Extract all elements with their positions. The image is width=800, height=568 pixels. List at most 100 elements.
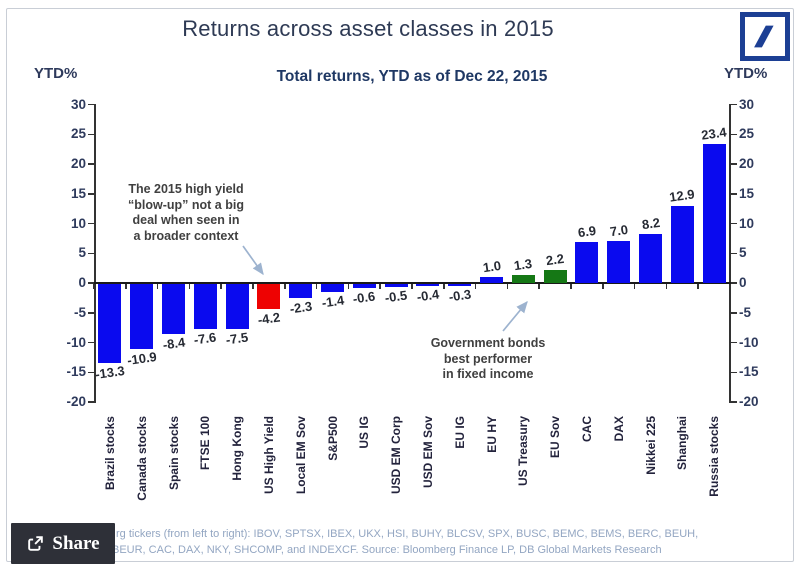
bar-s-p500 <box>321 284 344 293</box>
y-tick-label-right: -20 <box>739 394 759 409</box>
category-label-ftse-100: FTSE 100 <box>198 416 213 471</box>
bar-brazil-stocks <box>98 284 122 364</box>
x-axis-tick <box>443 284 445 289</box>
x-axis-tick <box>570 284 572 289</box>
y-tick-left <box>88 341 94 344</box>
x-axis-tick <box>633 284 636 289</box>
x-axis-tick <box>411 284 413 289</box>
x-axis-tick <box>474 284 477 289</box>
y-tick-label-left: 30 <box>70 96 86 112</box>
bar-spain-stocks <box>162 284 185 334</box>
x-axis-tick <box>220 284 222 289</box>
x-axis-tick <box>379 284 381 289</box>
chart-subtitle: Total returns, YTD as of Dec 22, 2015 <box>276 68 548 85</box>
footer-line-2: BEUR, CAC, DAX, NKY, SHCOMP, and INDEXCF… <box>112 544 662 556</box>
y-tick-left <box>88 401 94 403</box>
x-axis-tick <box>156 284 159 289</box>
y-tick-right <box>731 222 737 225</box>
y-tick-label-left: 20 <box>70 156 86 171</box>
bar-local-em-sov <box>289 284 313 298</box>
y-tick-label-left: -10 <box>66 334 86 350</box>
bar-russia-stocks <box>702 143 726 283</box>
annotation-govt-bonds: Government bonds best performer in fixed… <box>430 336 546 381</box>
y-tick-label-right: 10 <box>739 215 755 231</box>
y-tick-label-right: 15 <box>739 185 755 201</box>
category-label-hong-kong: Hong Kong <box>230 416 245 481</box>
bar-eu-ig <box>448 284 472 286</box>
y-tick-label-left: 0 <box>78 275 86 290</box>
category-label-usd-em-sov: USD EM Sov <box>420 416 435 489</box>
y-tick-left <box>88 282 94 284</box>
category-label-dax: DAX <box>611 416 626 442</box>
bar-canada-stocks <box>130 284 154 349</box>
y-tick-label-right: -10 <box>739 334 759 350</box>
y-tick-left <box>88 103 94 106</box>
x-axis-tick <box>347 284 350 289</box>
y-tick-right <box>731 401 737 403</box>
x-axis-tick <box>188 284 191 289</box>
y-tick-right <box>731 341 737 344</box>
bar-dax <box>607 241 631 283</box>
category-label-shanghai: Shanghai <box>675 416 690 471</box>
bar-cac <box>575 241 599 283</box>
y-tick-label-left: -15 <box>66 364 86 380</box>
y-tick-right <box>731 133 737 135</box>
category-label-usd-em-corp: USD EM Corp <box>389 416 404 494</box>
y-tick-right <box>731 163 737 165</box>
y-tick-left <box>88 312 94 314</box>
y-tick-label-right: 0 <box>739 275 747 290</box>
bar-usd-em-corp <box>384 284 408 287</box>
x-axis-tick <box>602 284 604 289</box>
y-tick-label-left: -5 <box>73 304 86 320</box>
category-label-eu-ig: EU IG <box>452 416 467 449</box>
category-label-us-ig: US IG <box>357 416 372 449</box>
y-tick-left <box>88 133 94 135</box>
y-tick-label-right: 20 <box>739 156 755 171</box>
bar-hong-kong <box>225 284 249 329</box>
category-label-s-p500: S&P500 <box>325 416 340 461</box>
y-axis-unit-right: YTD% <box>724 65 768 82</box>
y-axis-unit-left: YTD% <box>34 65 78 82</box>
x-axis-tick <box>315 284 318 289</box>
y-tick-label-left: -20 <box>66 394 86 409</box>
y-tick-label-left: 5 <box>78 245 86 261</box>
db-logo-slash <box>754 25 774 48</box>
bar-nikkei-225 <box>639 234 662 283</box>
category-label-nikkei-225: Nikkei 225 <box>643 416 658 475</box>
category-label-local-em-sov: Local EM Sov <box>293 416 308 495</box>
category-label-us-treasury: US Treasury <box>516 416 531 487</box>
category-label-eu-hy: EU HY <box>484 416 499 453</box>
y-tick-label-right: -15 <box>739 364 759 380</box>
category-label-cac: CAC <box>579 416 594 442</box>
footer-line-1: rg tickers (from left to right): IBOV, S… <box>116 528 699 540</box>
y-tick-left <box>88 222 94 225</box>
category-label-brazil-stocks: Brazil stocks <box>102 416 117 491</box>
y-axis-right-line <box>729 104 731 403</box>
y-axis-left-line <box>94 104 96 403</box>
x-axis-tick <box>125 284 127 289</box>
category-label-russia-stocks: Russia stocks <box>707 416 722 497</box>
share-button[interactable]: Share <box>11 523 115 564</box>
y-tick-right <box>731 312 737 314</box>
bar-ftse-100 <box>193 284 217 330</box>
x-axis-tick <box>729 284 731 289</box>
x-axis-tick <box>506 284 509 289</box>
share-label: Share <box>52 532 100 554</box>
x-axis-tick <box>252 284 254 289</box>
x-axis-tick <box>665 284 668 289</box>
y-tick-right <box>731 103 737 106</box>
x-axis-tick <box>697 284 699 289</box>
x-axis-tick <box>284 284 286 289</box>
x-axis-tick <box>538 284 540 289</box>
bar-us-high-yield <box>257 284 281 309</box>
y-tick-left <box>88 163 94 165</box>
y-tick-label-right: -5 <box>739 304 752 320</box>
category-label-eu-sov: EU Sov <box>548 416 563 459</box>
y-tick-label-left: 15 <box>70 185 86 201</box>
category-label-canada-stocks: Canada stocks <box>134 416 149 501</box>
y-tick-left <box>88 252 94 254</box>
bar-us-treasury <box>511 275 535 283</box>
y-tick-right <box>731 193 737 195</box>
annotation-high-yield: The 2015 high yield “blow-up” not a big … <box>128 182 244 243</box>
y-tick-right <box>731 371 737 373</box>
